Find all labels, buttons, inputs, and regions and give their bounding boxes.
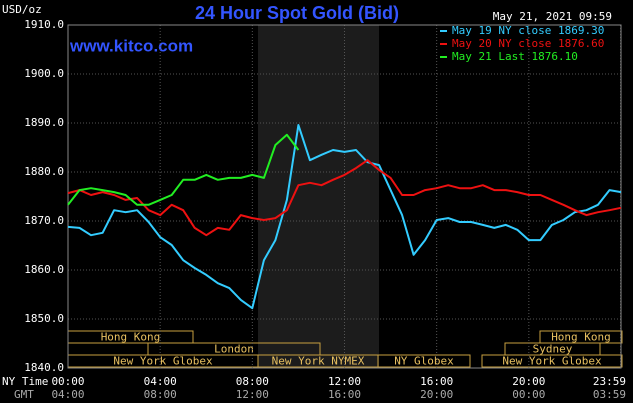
session-label: Hong Kong: [551, 331, 611, 344]
x-axis-label: NY Time: [2, 375, 48, 388]
x-tick-label: 16:00: [420, 375, 453, 388]
x-tick-label: 08:00: [236, 375, 269, 388]
y-tick-label: 1890.0: [24, 116, 64, 129]
x2-tick-label: 03:59: [593, 388, 626, 401]
session-label: Hong Kong: [101, 331, 161, 344]
session-box: [481, 354, 623, 368]
session-box: [377, 354, 471, 368]
y-tick-label: 1860.0: [24, 263, 64, 276]
session-label: New York Globex: [113, 355, 213, 368]
legend-label: May 21 Last 1876.10: [452, 50, 578, 63]
session-label: New York NYMEX: [272, 355, 365, 368]
x2-tick-label: 12:00: [236, 388, 269, 401]
y-axis-label: USD/oz: [2, 3, 42, 16]
session-label: Sydney: [533, 343, 573, 356]
chart-title: 24 Hour Spot Gold (Bid): [195, 3, 399, 23]
x-tick-label: 20:00: [512, 375, 545, 388]
legend-label: May 20 NY close 1876.60: [452, 37, 604, 50]
legend-label: May 19 NY close 1869.30: [452, 24, 604, 37]
x2-tick-label: 00:00: [512, 388, 545, 401]
x2-axis-label: GMT: [14, 388, 34, 401]
y-tick-label: 1850.0: [24, 312, 64, 325]
x2-tick-label: 16:00: [328, 388, 361, 401]
x2-tick-label: 04:00: [51, 388, 84, 401]
series-line: [67, 124, 622, 310]
x-tick-label: 00:00: [51, 375, 84, 388]
site-label: www.kitco.com: [69, 36, 193, 55]
y-tick-label: 1910.0: [24, 18, 64, 31]
session-label: New York Globex: [502, 355, 602, 368]
timestamp: May 21, 2021 09:59: [493, 10, 612, 23]
session-label: London: [214, 343, 254, 356]
x-tick-label: 23:59: [593, 375, 626, 388]
y-tick-label: 1870.0: [24, 214, 64, 227]
y-tick-label: 1900.0: [24, 67, 64, 80]
plot-frame: [67, 24, 622, 369]
y-tick-label: 1840.0: [24, 361, 64, 374]
session-shade: [258, 25, 379, 368]
x-tick-label: 04:00: [144, 375, 177, 388]
x2-tick-label: 20:00: [420, 388, 453, 401]
series-line: [67, 159, 622, 237]
session-label: NY Globex: [394, 355, 454, 368]
y-tick-label: 1880.0: [24, 165, 64, 178]
x-tick-label: 12:00: [328, 375, 361, 388]
x2-tick-label: 08:00: [144, 388, 177, 401]
series-line: [67, 133, 300, 206]
